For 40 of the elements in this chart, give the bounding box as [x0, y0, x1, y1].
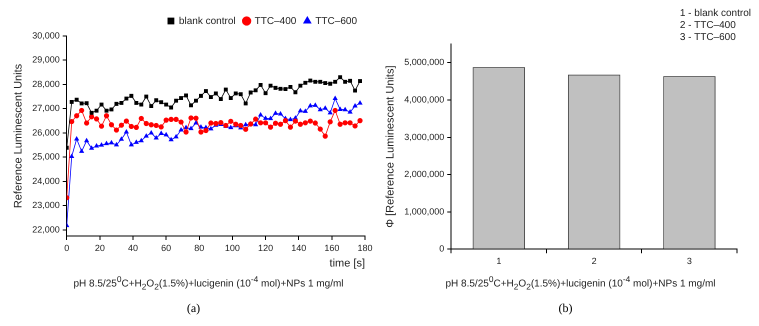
x-tick-label: 0 [64, 242, 70, 253]
y-tick-label: 30,000 [32, 30, 60, 40]
text: 2 - TTC–400 [680, 20, 737, 32]
x-tick-label: 20 [94, 242, 105, 253]
y-tick-label: 29,000 [32, 54, 60, 65]
x-tick-label: 120 [258, 242, 274, 253]
text: 1 - blank control [680, 8, 751, 20]
text: 3 - TTC–600 [680, 32, 737, 44]
x-axis-title: time [s] [330, 257, 365, 270]
y-tick-label: 25,000 [32, 152, 60, 162]
legend-label: blank control [178, 16, 236, 27]
x-tick-label: 40 [128, 242, 138, 253]
text: (b) [558, 301, 574, 316]
y-tick-label: 28,000 [32, 78, 60, 89]
text: (a) [186, 301, 202, 316]
y-tick-label: 24,000 [32, 176, 60, 186]
x-tick-label: 100 [224, 242, 240, 253]
y-tick-label: 27,000 [32, 103, 60, 114]
y-tick-label: 5,000,000 [404, 57, 444, 68]
x-tick-label: 60 [161, 242, 172, 253]
x-tick-label: 3 [686, 256, 692, 266]
x-tick-label: 80 [194, 242, 204, 253]
y-tick-label: 3,000,000 [404, 132, 444, 142]
text: pH 8.5/25$^{0}$C+H$_{2}$O$_{2}$(1.5%)+lucigenin (10$^{-4}$ mol)+NPs 1 mg/ml [73, 274, 344, 292]
x-tick-label: 2 [592, 256, 597, 266]
y-axis-title: Reference Luminescent Units [12, 63, 25, 208]
legend-label: TTC–600 [315, 16, 358, 27]
x-tick-label: 160 [324, 242, 340, 253]
y-tick-label: 2,000,000 [404, 169, 444, 180]
legend-label: TTC–400 [254, 16, 297, 27]
text: pH 8.5/25$^{0}$C+H$_{2}$O$_{2}$(1.5%)+lucigenin (10$^{-4}$ mol)+NPs 1 mg/ml [445, 274, 716, 292]
y-tick-label: 22,000 [32, 224, 60, 234]
y-tick-label: 26,000 [32, 127, 60, 138]
y-axis-title: Φ [Reference Luminescent Units] [384, 65, 397, 228]
y-tick-label: 4,000,000 [404, 94, 444, 104]
x-tick-label: 1 [496, 256, 502, 266]
x-tick-label: 140 [291, 242, 306, 253]
y-tick-label: 23,000 [32, 200, 60, 210]
x-tick-label: 180 [357, 242, 373, 253]
y-tick-label: 1,000,000 [404, 206, 444, 216]
